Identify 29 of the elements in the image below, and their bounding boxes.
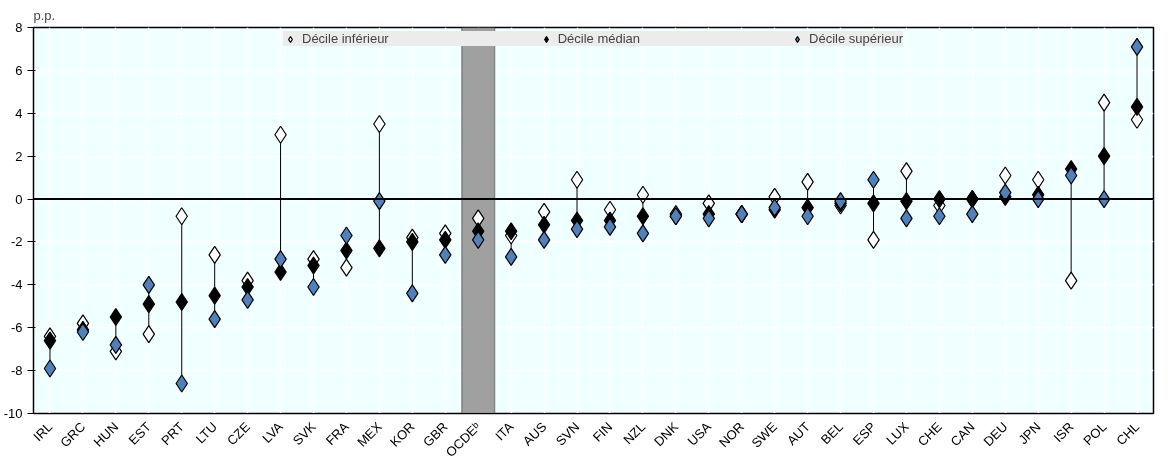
- x-tick-label: LVA: [259, 418, 287, 446]
- legend-label: Décile médian: [557, 31, 641, 46]
- x-tick-label: IRL: [30, 419, 56, 445]
- y-axis-title: p.p.: [33, 7, 56, 23]
- x-tick-label: CZE: [223, 418, 254, 449]
- y-tick-label: 4: [15, 105, 23, 121]
- y-tick-label: 8: [15, 20, 23, 35]
- y-tick-label: -4: [10, 277, 23, 293]
- x-tick-label: POL: [1080, 419, 1110, 449]
- y-tick-label: 6: [15, 62, 23, 78]
- legend-label: Décile supérieur: [809, 31, 904, 46]
- y-tick-label: -2: [10, 234, 23, 250]
- x-tick-label: FRA: [322, 418, 352, 449]
- x-tick-label: NZL: [620, 419, 649, 448]
- y-tick-label: -6: [10, 320, 23, 336]
- y-tick-label: 0: [15, 191, 23, 207]
- legend-label: Décile inférieur: [301, 31, 389, 46]
- x-tick-label: BEL: [817, 419, 846, 448]
- y-tick-label: -10: [3, 406, 23, 421]
- x-tick-label: FIN: [589, 419, 616, 445]
- x-tick-label: CHL: [1113, 419, 1143, 449]
- x-tick-label: ESP: [849, 419, 879, 449]
- x-tick-label: ITA: [492, 418, 517, 444]
- x-tick-label: LTU: [192, 419, 220, 447]
- y-tick-label: 2: [15, 148, 23, 164]
- x-tick-label: ISR: [1050, 419, 1077, 446]
- y-tick-label: -8: [10, 363, 23, 379]
- x-tick-label: USA: [684, 418, 715, 449]
- x-tick-label: JPN: [1015, 419, 1044, 448]
